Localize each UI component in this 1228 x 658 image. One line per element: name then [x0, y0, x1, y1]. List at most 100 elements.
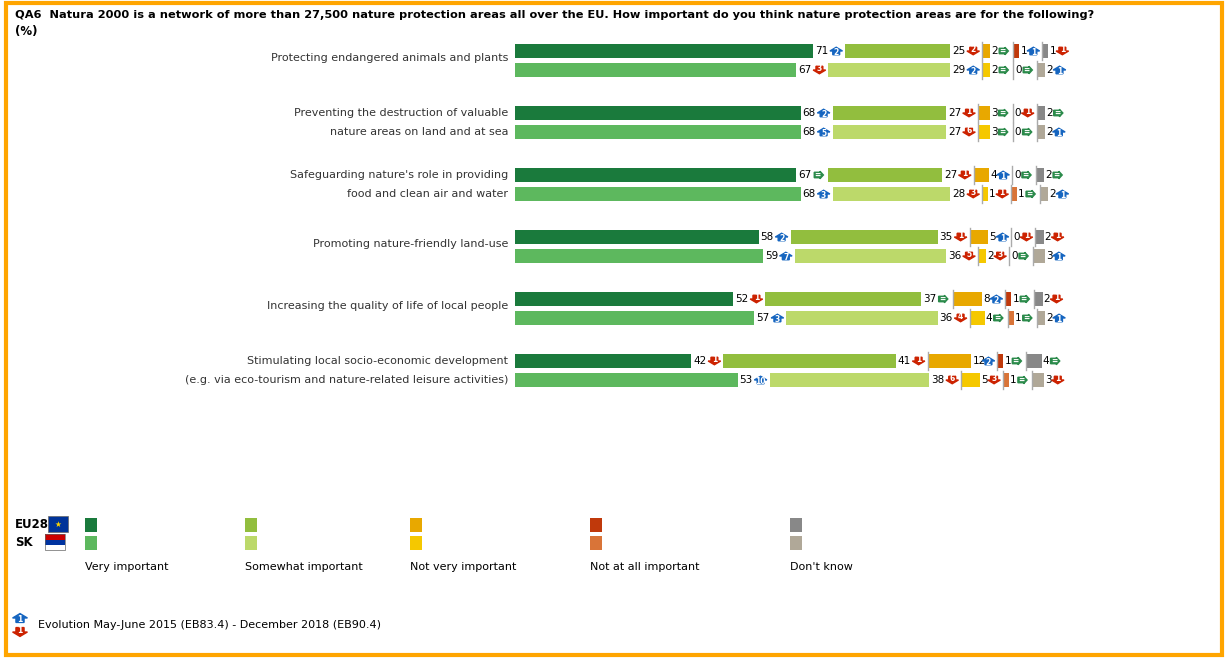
Text: 7: 7	[783, 253, 788, 262]
Bar	[410, 518, 422, 532]
Text: 1: 1	[1024, 231, 1029, 240]
Polygon shape	[1020, 295, 1029, 303]
Polygon shape	[1022, 171, 1032, 179]
Polygon shape	[1054, 171, 1062, 179]
Polygon shape	[754, 376, 768, 384]
Bar	[833, 125, 946, 139]
Text: =: =	[998, 109, 1006, 118]
Bar	[1034, 249, 1045, 263]
Bar	[970, 230, 989, 244]
Text: (e.g. via eco-tourism and nature-related leisure activities): (e.g. via eco-tourism and nature-related…	[184, 375, 508, 385]
Polygon shape	[12, 628, 27, 636]
Text: 2: 2	[1050, 189, 1056, 199]
Text: 3: 3	[775, 315, 780, 324]
Text: 35: 35	[939, 232, 953, 242]
Text: 0: 0	[1014, 108, 1022, 118]
Text: 57: 57	[756, 313, 770, 323]
Text: 2: 2	[822, 110, 826, 119]
Bar	[970, 311, 985, 325]
Bar	[515, 44, 813, 58]
Text: 27: 27	[948, 127, 962, 137]
Text: =: =	[1000, 66, 1006, 74]
Bar	[1039, 63, 1045, 77]
Text: 2: 2	[991, 46, 998, 56]
Text: 3: 3	[997, 250, 1003, 259]
Text: Not at all important: Not at all important	[589, 562, 700, 572]
Polygon shape	[987, 376, 1001, 384]
Polygon shape	[1027, 47, 1040, 55]
Bar	[1041, 187, 1049, 201]
Polygon shape	[959, 171, 971, 179]
Text: =: =	[1023, 313, 1029, 322]
Text: 1: 1	[1000, 188, 1005, 197]
Text: 2: 2	[1046, 108, 1052, 118]
Bar	[515, 106, 801, 120]
Polygon shape	[1051, 357, 1060, 365]
Text: 1: 1	[1030, 48, 1036, 57]
Text: 10: 10	[755, 377, 766, 386]
Bar	[1033, 373, 1044, 387]
Text: 1: 1	[1060, 191, 1065, 200]
Bar	[984, 63, 990, 77]
Text: 2: 2	[970, 45, 976, 54]
Text: 3: 3	[1046, 251, 1052, 261]
Text: 2: 2	[993, 296, 1000, 305]
Text: 3: 3	[817, 64, 822, 73]
Text: 1: 1	[1001, 172, 1006, 181]
Text: Promoting nature-friendly land-use: Promoting nature-friendly land-use	[313, 239, 508, 249]
Text: 29: 29	[952, 65, 965, 75]
Polygon shape	[780, 252, 792, 260]
Polygon shape	[993, 252, 1007, 260]
Bar	[1038, 125, 1045, 139]
Polygon shape	[1023, 128, 1032, 136]
Text: 1: 1	[1011, 375, 1017, 385]
Text: 2: 2	[1044, 294, 1050, 304]
Bar	[515, 168, 797, 182]
Text: Not very important: Not very important	[410, 562, 517, 572]
Bar	[765, 292, 921, 306]
Text: 1: 1	[1014, 313, 1022, 323]
Text: 68: 68	[803, 189, 815, 199]
Bar	[246, 536, 257, 550]
Bar	[410, 536, 422, 550]
Text: Evolution May-June 2015 (EB83.4) - December 2018 (EB90.4): Evolution May-June 2015 (EB83.4) - Decem…	[38, 620, 381, 630]
Polygon shape	[938, 295, 948, 303]
Polygon shape	[1018, 376, 1027, 384]
Text: 42: 42	[694, 356, 706, 366]
Text: 3: 3	[822, 191, 826, 200]
Polygon shape	[1023, 66, 1033, 74]
Text: Stimulating local socio-economic development: Stimulating local socio-economic develop…	[247, 356, 508, 366]
Text: 1: 1	[1005, 356, 1011, 366]
Bar	[954, 292, 982, 306]
Text: 52: 52	[736, 294, 749, 304]
Polygon shape	[963, 109, 975, 116]
Text: 2: 2	[1046, 65, 1054, 75]
Text: 0: 0	[1013, 232, 1020, 242]
Bar	[1009, 311, 1014, 325]
Polygon shape	[1056, 47, 1068, 55]
Text: =: =	[1023, 66, 1030, 74]
Polygon shape	[818, 109, 830, 116]
Bar	[45, 540, 65, 545]
Text: 5: 5	[966, 250, 971, 259]
Polygon shape	[1050, 295, 1062, 303]
Text: 1: 1	[1020, 46, 1027, 56]
Text: 3: 3	[991, 374, 997, 383]
Text: 2: 2	[1045, 232, 1051, 242]
Text: 2: 2	[1045, 170, 1052, 180]
Text: EU28: EU28	[15, 517, 49, 530]
Polygon shape	[709, 357, 721, 365]
Text: 71: 71	[815, 46, 829, 56]
Bar	[1007, 292, 1012, 306]
Text: 1: 1	[17, 626, 22, 635]
Bar	[1014, 44, 1019, 58]
Bar	[1038, 106, 1045, 120]
Polygon shape	[1052, 128, 1065, 136]
Bar	[963, 373, 980, 387]
Bar	[1038, 311, 1045, 325]
Text: 1: 1	[1055, 231, 1060, 240]
Polygon shape	[990, 295, 1002, 303]
Bar	[790, 536, 802, 550]
Polygon shape	[818, 190, 830, 198]
Text: 59: 59	[765, 251, 779, 261]
